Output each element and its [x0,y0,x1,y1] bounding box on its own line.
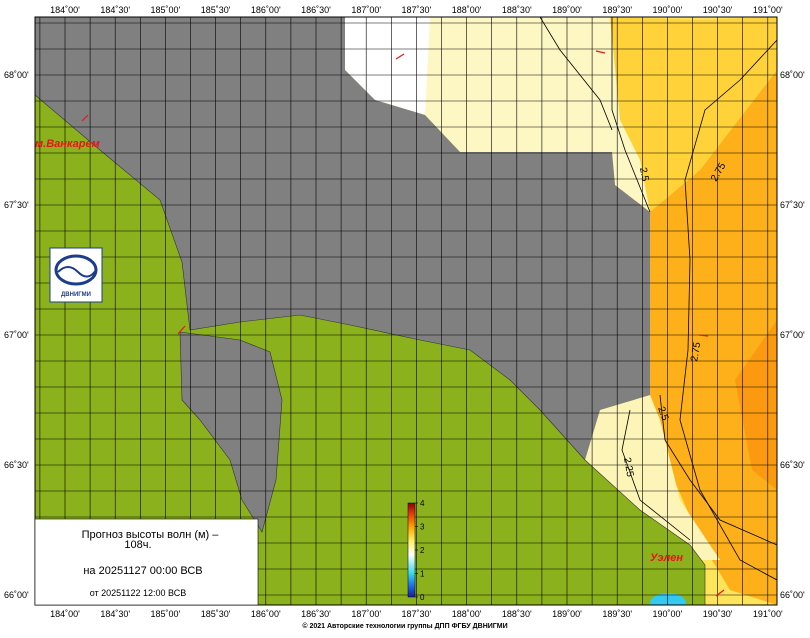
top-tick-label: 190˚30' [703,5,733,15]
place-label: м.Ванкарем [35,138,100,150]
wave-zone-coast [585,395,720,560]
logo-wave [57,266,97,278]
legend-background [34,518,259,606]
bottom-tick-label: 184˚30' [100,609,130,619]
bottom-tick-label: 184˚00' [50,609,80,619]
bottom-tick-label: 188˚30' [502,609,532,619]
bottom-tick-label: 186˚30' [301,609,331,619]
contour-line [539,17,613,131]
place-label: Уэлен [650,552,683,564]
lagoon [179,331,283,533]
arrow [177,325,186,335]
top-tick-label: 189˚30' [602,5,632,15]
arrow [715,589,725,597]
left-tick-label: 67˚30' [4,200,29,210]
contour-label: 2.5 [655,405,670,422]
colorbar: 0 1 2 3 4 [407,499,425,602]
bottom-tick-label: 186˚00' [251,609,281,619]
top-tick-label: 186˚00' [251,5,281,15]
arrow [595,50,606,54]
right-tick-label: 67˚30' [780,200,805,210]
wave-zone-max [735,320,777,490]
wave-zone-low [425,17,650,212]
legend-title: Прогноз высоты волн (м) – [82,529,220,541]
contour-label: 2.5 [637,167,650,183]
top-tick-label: 191˚00' [753,5,783,15]
bottom-tick-label: 185˚30' [201,609,231,619]
top-tick-label: 184˚00' [50,5,80,15]
legend-box: Прогноз высоты волн (м) – 108ч. на 20251… [34,518,259,606]
contour-label: 2.75 [689,341,703,363]
grid [35,17,777,605]
contours [539,17,777,581]
top-tick-label: 190˚00' [653,5,683,15]
left-tick-label: 67˚00' [4,330,29,340]
legend-issued: от 20251122 12:00 ВСВ [90,588,187,598]
bottom-tick-label: 187˚30' [402,609,432,619]
contour-line [679,39,777,581]
logo-text: ДВНИГМИ [61,292,91,298]
wave-zone-mid [610,17,777,212]
colorbar-tick-label: 1 [420,570,425,579]
right-tick-label: 66˚00' [780,590,805,600]
arrow [81,114,89,122]
bottom-tick-label: 188˚00' [452,609,482,619]
bottom-tick-label: 185˚00' [151,609,181,619]
footer: © 2021 Авторские технологии группы ДПП Ф… [302,622,507,630]
contour-label: 2.25 [621,457,635,479]
arrow [395,53,405,60]
contour-line [621,409,691,541]
wave-zone-high [650,70,777,605]
contour-line [611,17,651,213]
colorbar-tick-label: 2 [420,546,425,555]
map-area: 2.5 2.75 2.75 2.5 2.25 м.Ванкарем Уэлен [35,17,777,605]
bottom-tick-label: 191˚00' [753,609,783,619]
right-tick-label: 68˚00' [780,70,805,80]
left-tick-label: 66˚00' [4,590,29,600]
bottom-tick-label: 190˚00' [653,609,683,619]
right-tick-label: 67˚00' [780,330,805,340]
legend-valid: на 20251127 00:00 ВСВ [83,565,202,577]
top-tick-label: 189˚00' [552,5,582,15]
bottom-tick-label: 189˚30' [602,609,632,619]
legend-lead: 108ч. [124,539,151,551]
map-frame [34,16,778,606]
wave-arrows [81,50,725,597]
left-tick-label: 68˚00' [4,70,29,80]
shallow-water [650,593,686,605]
top-tick-label: 187˚30' [402,5,432,15]
bottom-tick-label: 187˚00' [351,609,381,619]
top-tick-label: 188˚00' [452,5,482,15]
land [35,94,706,605]
colorbar-ramp [407,502,416,598]
top-tick-label: 188˚30' [502,5,532,15]
bottom-tick-label: 189˚00' [552,609,582,619]
arrow [698,334,709,337]
left-tick-label: 66˚30' [4,460,29,470]
colorbar-tick-label: 4 [420,499,425,508]
contour-line [659,394,777,546]
right-tick-label: 66˚30' [780,460,805,470]
bottom-tick-label: 190˚30' [703,609,733,619]
colorbar-tick-label: 0 [420,593,425,602]
top-tick-label: 185˚30' [201,5,231,15]
colorbar-tick-label: 3 [420,523,425,532]
axis-labels: 184˚00' 184˚00' 184˚30' 184˚30' 185˚00' 185˚0… [4,5,805,619]
top-tick-label: 185˚00' [151,5,181,15]
top-tick-label: 187˚00' [351,5,381,15]
top-tick-label: 184˚30' [100,5,130,15]
top-tick-label: 186˚30' [301,5,331,15]
logo: ДВНИГМИ [49,247,103,303]
